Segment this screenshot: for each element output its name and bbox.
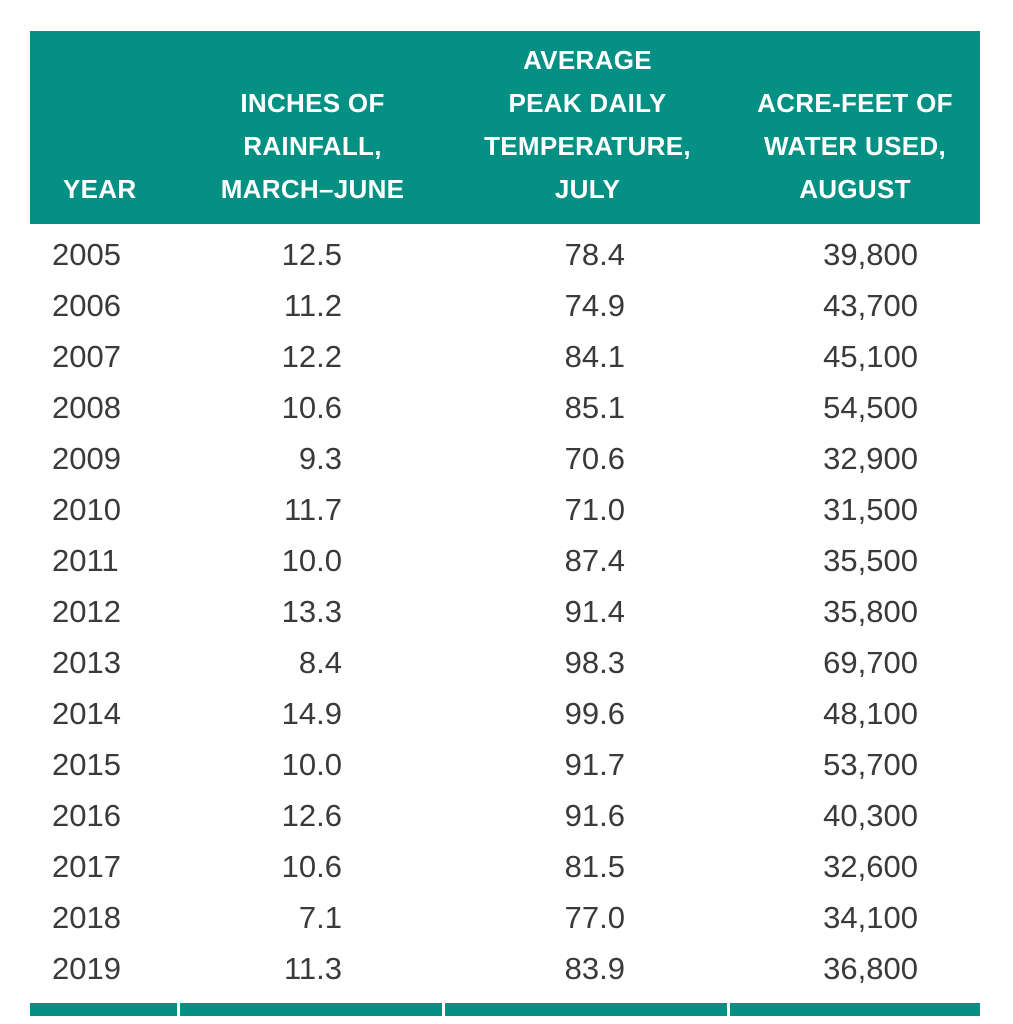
table-bottom-border (30, 1003, 980, 1016)
year-cell: 2014 (52, 696, 121, 731)
table-bottom-border-segment (730, 1003, 980, 1016)
year-cell: 2016 (52, 798, 121, 833)
water-cell: 48,100 (823, 696, 918, 731)
header-line: YEAR (63, 174, 137, 204)
table-row: 2018 7.1 77.0 34,100 (30, 892, 980, 943)
water-cell: 69,700 (823, 645, 918, 680)
rainfall-cell: 12.5 (281, 237, 342, 272)
temp-cell: 87.4 (564, 543, 625, 578)
temp-cell: 83.9 (564, 951, 625, 986)
table-bottom-border-segment (30, 1003, 180, 1016)
year-cell: 2012 (52, 594, 121, 629)
temp-cell: 99.6 (564, 696, 625, 731)
rainfall-cell: 7.1 (298, 900, 342, 935)
water-cell: 32,900 (823, 441, 918, 476)
rainfall-cell: 10.0 (281, 747, 342, 782)
temp-cell: 84.1 (564, 339, 625, 374)
water-cell: 54,500 (823, 390, 918, 425)
rainfall-cell: 12.2 (281, 339, 342, 374)
year-cell: 2007 (52, 339, 121, 374)
rainfall-cell: 12.6 (281, 798, 342, 833)
table-row: 2010 11.7 71.0 31,500 (30, 484, 980, 535)
table-header-row: YEAR INCHES OF RAINFALL, MARCH–JUNE AVER… (30, 31, 980, 224)
table-bottom-border-segment (445, 1003, 730, 1016)
rainfall-cell: 10.0 (281, 543, 342, 578)
water-cell: 35,500 (823, 543, 918, 578)
header-line: WATER USED, (764, 131, 946, 161)
water-cell: 39,800 (823, 237, 918, 272)
year-cell: 2006 (52, 288, 121, 323)
temp-cell: 70.6 (564, 441, 625, 476)
column-header-rainfall: INCHES OF RAINFALL, MARCH–JUNE (180, 82, 445, 211)
water-cell: 35,800 (823, 594, 918, 629)
table-row: 2013 8.4 98.3 69,700 (30, 637, 980, 688)
header-line: RAINFALL, (243, 131, 382, 161)
year-cell: 2011 (52, 543, 119, 578)
rainfall-cell: 14.9 (281, 696, 342, 731)
column-header-water-used: ACRE-FEET OF WATER USED, AUGUST (730, 82, 980, 211)
water-cell: 43,700 (823, 288, 918, 323)
year-cell: 2009 (52, 441, 121, 476)
table-body: 2005 12.5 78.4 39,800 2006 11.2 74.9 43,… (30, 224, 980, 994)
water-cell: 31,500 (823, 492, 918, 527)
table-row: 2005 12.5 78.4 39,800 (30, 229, 980, 280)
rainfall-cell: 8.4 (298, 645, 342, 680)
rainfall-cell: 11.3 (283, 951, 342, 986)
rainfall-cell: 11.7 (283, 492, 342, 527)
water-cell: 40,300 (823, 798, 918, 833)
column-header-year: YEAR (30, 168, 180, 211)
temp-cell: 91.7 (564, 747, 625, 782)
table-row: 2019 11.3 83.9 36,800 (30, 943, 980, 994)
header-line: TEMPERATURE, (484, 131, 691, 161)
rainfall-cell: 10.6 (281, 849, 342, 884)
temp-cell: 71.0 (564, 492, 625, 527)
header-line: JULY (554, 174, 621, 204)
header-line: ACRE-FEET OF (757, 88, 953, 118)
temp-cell: 74.9 (564, 288, 625, 323)
header-line: AUGUST (799, 174, 911, 204)
header-line: MARCH–JUNE (220, 174, 405, 204)
temp-cell: 91.6 (564, 798, 625, 833)
water-cell: 34,100 (823, 900, 918, 935)
rainfall-water-use-table: YEAR INCHES OF RAINFALL, MARCH–JUNE AVER… (30, 31, 980, 1016)
temp-cell: 81.5 (564, 849, 625, 884)
temp-cell: 78.4 (564, 237, 625, 272)
year-cell: 2008 (52, 390, 121, 425)
rainfall-cell: 13.3 (281, 594, 342, 629)
year-cell: 2013 (52, 645, 121, 680)
year-cell: 2017 (52, 849, 121, 884)
table-row: 2014 14.9 99.6 48,100 (30, 688, 980, 739)
temp-cell: 85.1 (564, 390, 625, 425)
table-row: 2009 9.3 70.6 32,900 (30, 433, 980, 484)
table-row: 2008 10.6 85.1 54,500 (30, 382, 980, 433)
table-row: 2011 10.0 87.4 35,500 (30, 535, 980, 586)
rainfall-cell: 10.6 (281, 390, 342, 425)
temp-cell: 91.4 (564, 594, 625, 629)
table-row: 2007 12.2 84.1 45,100 (30, 331, 980, 382)
year-cell: 2010 (52, 492, 121, 527)
column-header-temperature: AVERAGE PEAK DAILY TEMPERATURE, JULY (445, 39, 730, 211)
water-cell: 36,800 (823, 951, 918, 986)
water-cell: 32,600 (823, 849, 918, 884)
water-cell: 45,100 (823, 339, 918, 374)
header-line: PEAK DAILY (508, 88, 667, 118)
table-bottom-border-segment (180, 1003, 445, 1016)
year-cell: 2019 (52, 951, 121, 986)
temp-cell: 77.0 (564, 900, 625, 935)
rainfall-cell: 11.2 (283, 288, 342, 323)
header-line: AVERAGE (523, 45, 652, 75)
header-line: INCHES OF (240, 88, 385, 118)
table-row: 2017 10.6 81.5 32,600 (30, 841, 980, 892)
table-row: 2006 11.2 74.9 43,700 (30, 280, 980, 331)
year-cell: 2015 (52, 747, 121, 782)
table-row: 2016 12.6 91.6 40,300 (30, 790, 980, 841)
table-row: 2012 13.3 91.4 35,800 (30, 586, 980, 637)
rainfall-cell: 9.3 (298, 441, 342, 476)
temp-cell: 98.3 (564, 645, 625, 680)
year-cell: 2018 (52, 900, 121, 935)
table-row: 2015 10.0 91.7 53,700 (30, 739, 980, 790)
water-cell: 53,700 (823, 747, 918, 782)
year-cell: 2005 (52, 237, 121, 272)
